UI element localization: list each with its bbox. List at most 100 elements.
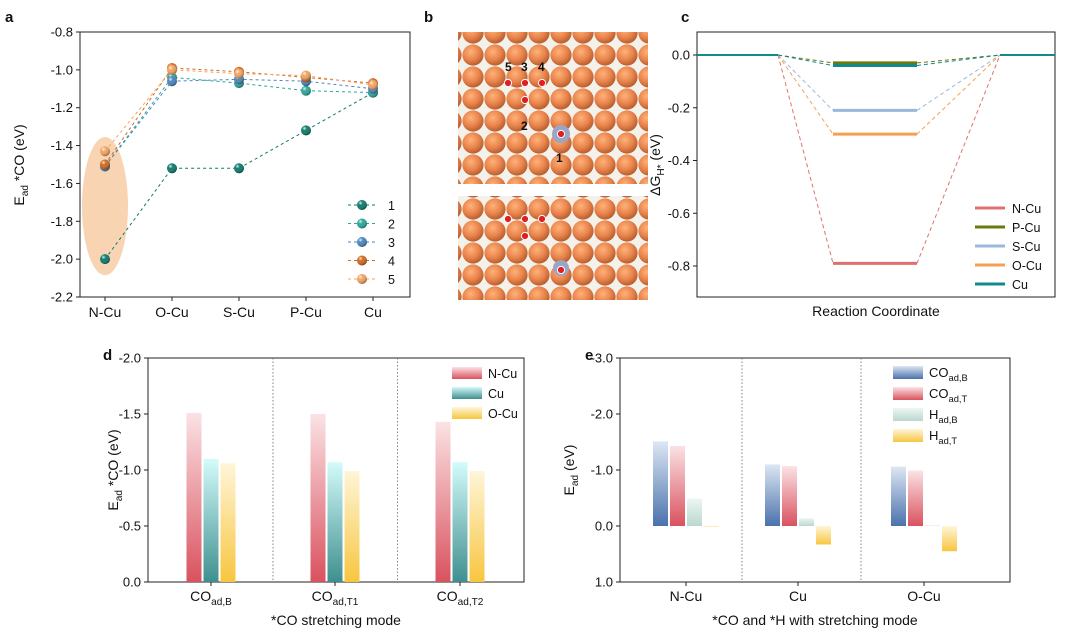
d-ytick-label: 0.0	[123, 575, 141, 590]
bar-e-0-1	[765, 464, 780, 526]
connector-S-Cu	[916, 54, 1001, 111]
legend-label-1: COad,T	[929, 386, 967, 404]
site-label-3: 3	[521, 60, 528, 74]
bar-d-0-2	[435, 421, 451, 582]
e-ytick-label: -3.0	[591, 351, 613, 366]
legend-label-2: Had,B	[929, 407, 958, 425]
bar-d-2-2	[469, 471, 485, 582]
data-point-shine	[301, 85, 311, 96]
a-xtick-label: O-Cu	[155, 304, 188, 320]
c-ytick-label: 0.0	[672, 48, 690, 63]
chart-d: -2.0 -1.5 -1.0 -0.5 0.0 COad,B COad,T1 COad,T2 *…	[105, 351, 525, 628]
bar-d-0-0	[186, 412, 202, 582]
connector-N-Cu	[916, 54, 1001, 264]
e-ytick-label: -2.0	[591, 407, 613, 422]
bar-e-2-2	[925, 525, 940, 527]
legend-label-S-Cu: S-Cu	[1012, 240, 1041, 254]
series-line-2	[104, 76, 374, 167]
a-xtick-label: N-Cu	[89, 304, 122, 320]
d-xtick-label: COad,B	[190, 588, 232, 608]
connector-Cu	[916, 54, 1001, 67]
site-label-2: 2	[521, 119, 528, 133]
legend-label-1: 1	[388, 199, 395, 213]
legend-label-5: 5	[388, 273, 395, 287]
d-xtick-label: COad,T2	[437, 588, 484, 608]
bar-d-1-2	[452, 462, 468, 582]
a-ytick-label: -2.2	[51, 290, 73, 305]
e-xtick-label: N-Cu	[670, 588, 703, 604]
legend-swatch-2	[893, 408, 923, 421]
legend-label-0: COad,B	[929, 365, 968, 383]
data-point-shine	[301, 125, 311, 136]
bar-d-2-1	[344, 471, 360, 582]
a-ytick-label: -1.2	[51, 100, 73, 115]
adsorption-sites	[503, 78, 566, 275]
site-label-4: 4	[538, 60, 545, 74]
data-point-shine	[368, 80, 378, 90]
d-xlabel: *CO stretching mode	[271, 612, 401, 628]
a-ylabel: Ead *CO (eV)	[11, 124, 31, 205]
a-ytick-label: -0.8	[51, 25, 73, 40]
bar-e-3-2	[942, 526, 957, 552]
c-ylabel: ΔGH* (eV)	[647, 134, 667, 196]
legend-swatch-Cu	[452, 387, 482, 399]
legend-swatch-0	[893, 366, 923, 379]
legend-marker-shine	[357, 255, 367, 266]
legend-label-N-Cu: N-Cu	[1012, 202, 1041, 216]
data-point-shine	[167, 163, 177, 174]
chart-c: 0.0 -0.2 -0.4 -0.6 -0.8 N-Cu P-Cu S-Cu O-Cu Cu Rea…	[647, 31, 1056, 319]
bar-e-0-2	[891, 466, 906, 526]
e-ylabel: Ead (eV)	[561, 445, 581, 496]
e-ytick-label: 1.0	[595, 575, 613, 590]
panel-label-b: b	[424, 9, 433, 26]
legend-swatch-O-Cu	[452, 407, 482, 419]
bar-e-3-0	[704, 526, 719, 527]
d-ytick-label: -1.0	[119, 463, 141, 478]
d-ylabel: Ead *CO (eV)	[105, 429, 125, 510]
panel-label-a: a	[5, 9, 14, 26]
connector-O-Cu	[777, 54, 834, 135]
legend-label-2: 2	[388, 218, 395, 232]
plot-frame-c	[696, 31, 1056, 298]
bar-e-1-1	[782, 466, 797, 526]
data-point-shine	[234, 163, 244, 174]
series-line-3	[104, 78, 374, 167]
legend-label-3: Had,T	[929, 428, 957, 446]
bar-e-2-1	[799, 518, 814, 526]
c-ytick-label: -0.8	[668, 259, 690, 274]
connector-S-Cu	[777, 54, 834, 111]
bar-e-2-0	[687, 498, 702, 526]
a-xtick-label: P-Cu	[290, 304, 322, 320]
e-ytick-label: -1.0	[591, 463, 613, 478]
d-ytick-label: -1.5	[119, 407, 141, 422]
d-xtick-label: COad,T1	[312, 588, 359, 608]
a-ytick-label: -1.6	[51, 176, 73, 191]
bar-e-1-0	[670, 445, 685, 526]
legend-label-4: 4	[388, 255, 395, 269]
series-line-4	[104, 67, 374, 165]
e-ytick-label: 0.0	[595, 519, 613, 534]
e-xtick-label: Cu	[789, 588, 807, 604]
site-label-5: 5	[505, 60, 512, 74]
legend-marker-shine	[357, 200, 367, 210]
e-xlabel: *CO and *H with stretching mode	[712, 612, 918, 628]
data-point-shine	[234, 68, 244, 79]
connector-O-Cu	[916, 54, 1001, 135]
legend-swatch-1	[893, 387, 923, 400]
panel-label-d: d	[103, 347, 112, 364]
legend-marker-shine	[357, 237, 367, 247]
a-ytick-label: -2.0	[51, 252, 73, 267]
legend-marker-shine	[357, 274, 367, 284]
a-ytick-label: -1.4	[51, 138, 73, 153]
panel-label-e: e	[585, 347, 593, 364]
legend-label-Cu: Cu	[1012, 278, 1028, 292]
legend-label-3: 3	[388, 236, 395, 250]
data-point-shine	[100, 159, 110, 170]
d-ytick-label: -2.0	[119, 351, 141, 366]
chart-a: -0.8 -1.0 -1.2 -1.4 -1.6 -1.8 -2.0 -2.2 N-Cu O-Cu…	[11, 25, 411, 320]
data-point-shine	[301, 70, 311, 81]
c-ytick-label: -0.2	[668, 100, 690, 115]
highlight-ellipse	[82, 137, 128, 276]
e-xtick-label: O-Cu	[907, 588, 940, 604]
surface-side-view	[458, 196, 648, 300]
